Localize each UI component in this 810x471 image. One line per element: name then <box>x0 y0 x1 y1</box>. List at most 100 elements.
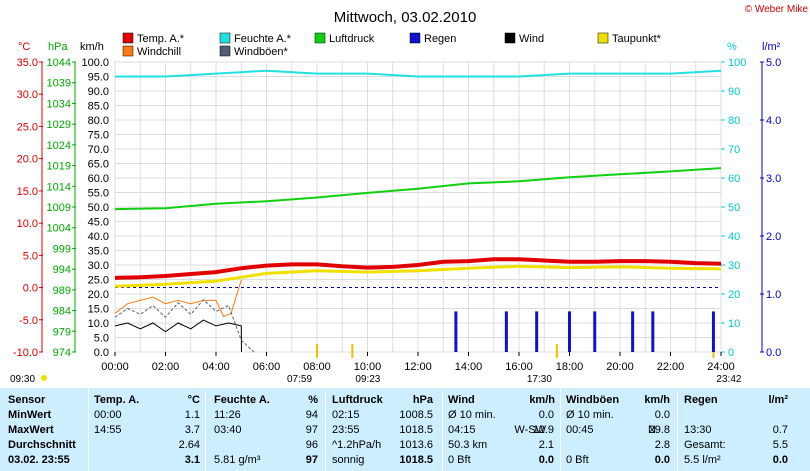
wind-tick-label: 95.0 <box>88 72 109 84</box>
legend-swatch <box>314 32 326 44</box>
legend-swatch <box>504 32 516 44</box>
pressure-tick-label: 1014 <box>47 181 71 193</box>
rain-bar <box>535 311 539 352</box>
temp-tick-label: 25.0 <box>17 121 38 133</box>
sun-event-label: 09:30 <box>10 374 35 385</box>
humidity-tick-label: 70 <box>728 144 740 156</box>
wind-tick-label: 100.0 <box>81 57 109 69</box>
table-cell: 2.8 <box>654 439 670 451</box>
table-cell: 2.64 <box>178 439 200 451</box>
temp-tick-label: 30.0 <box>17 89 38 101</box>
table-cell: 0.0 <box>538 409 554 421</box>
table-row-label: Durchschnitt <box>8 439 76 451</box>
table-cell: sonnig <box>332 454 365 466</box>
temp-tick-label: 20.0 <box>17 154 38 166</box>
x-tick-label: 16:00 <box>505 361 533 373</box>
axes: 35.0 30.0 25.0 20.0 15.0 10.0 5.0 0.0 -5.0 -10.0 1… <box>10 41 781 385</box>
series-line-feuchtea <box>115 69 722 78</box>
rain-bar <box>711 311 715 352</box>
legend-label: Feuchte A.* <box>234 33 292 45</box>
humidity-tick-label: 90 <box>728 86 740 98</box>
wind-tick-label: 35.0 <box>88 246 109 258</box>
temp-tick-label: 35.0 <box>17 57 38 69</box>
table-cell: 1013.6 <box>399 439 433 451</box>
rain-tick-label: 4.0 <box>766 115 781 127</box>
table-cell: Gesamt: <box>684 439 726 451</box>
legend-label: Wind <box>519 33 544 45</box>
pressure-tick-label: 984 <box>53 306 71 318</box>
humidity-tick-label: 80 <box>728 115 740 127</box>
temp-tick-label: 5.0 <box>23 250 38 262</box>
wind-tick-label: 10.0 <box>88 318 109 330</box>
humidity-tick-label: 30 <box>728 260 740 272</box>
table-header-cell: Regen <box>684 394 718 406</box>
table-cell: 94 <box>305 409 318 421</box>
table-column-separator <box>325 388 326 471</box>
weather-chart: 35.0 30.0 25.0 20.0 15.0 10.0 5.0 0.0 -5.0 -10.0 1… <box>10 4 808 385</box>
x-tick-label: 12:00 <box>404 361 432 373</box>
rain-tick-label: 0.0 <box>766 347 781 359</box>
table-cell: 0 Bft <box>448 454 471 466</box>
table-cell: 3.1 <box>184 454 200 466</box>
table-header-cell: Temp. A. <box>94 394 140 406</box>
grid <box>114 61 722 353</box>
legend-label: Regen <box>424 33 456 45</box>
table-cell: 97 <box>305 424 318 436</box>
table-column-separator <box>88 388 89 471</box>
x-tick-label: 02:00 <box>152 361 180 373</box>
table-cell: 14:55 <box>94 424 122 436</box>
x-tick-label: 06:00 <box>253 361 281 373</box>
legend-swatch <box>122 45 134 57</box>
x-tick-label: 00:00 <box>101 361 129 373</box>
series <box>114 69 722 353</box>
legend: Temp. A.* Feuchte A.* Luftdruck Regen Wind Ta… <box>122 32 662 58</box>
x-tick-label: 18:00 <box>556 361 584 373</box>
rain-axis-title: l/m² <box>762 41 781 53</box>
table-cell: 04:15 <box>448 424 476 436</box>
legend-label: Luftdruck <box>329 33 375 45</box>
wind-tick-label: 20.0 <box>88 289 109 301</box>
table-cell: 50.3 km <box>448 439 488 451</box>
x-tick-label: 08:00 <box>303 361 331 373</box>
legend-label: Taupunkt* <box>612 33 662 45</box>
legend-label: Windchill <box>137 46 181 58</box>
table-cell: 0.0 <box>538 454 554 466</box>
wind-tick-label: 40.0 <box>88 231 109 243</box>
rain-tick-label: 3.0 <box>766 173 781 185</box>
table-cell: 23:55 <box>332 424 360 436</box>
x-tick-label: 20:00 <box>606 361 634 373</box>
table-cell: 02:15 <box>332 409 360 421</box>
x-tick-label: 14:00 <box>455 361 483 373</box>
wind-tick-label: 15.0 <box>88 304 109 316</box>
table-cell: 5.5 <box>772 439 788 451</box>
humidity-tick-label: 0 <box>728 347 734 359</box>
rain-bar <box>454 311 458 352</box>
table-row-label: 03.02. 23:55 <box>8 454 70 466</box>
stats-table: Sensor Temp. A. °C Feuchte A.% Luftdruck hPa W… <box>0 388 810 471</box>
table-cell: 1018.5 <box>399 454 433 466</box>
temp-tick-label: 0.0 <box>23 283 38 295</box>
humidity-tick-label: 20 <box>728 289 740 301</box>
pressure-tick-label: 1034 <box>47 98 71 110</box>
legend-swatch <box>122 32 134 44</box>
pressure-tick-label: 974 <box>53 347 71 359</box>
wind-tick-label: 30.0 <box>88 260 109 272</box>
wind-tick-label: 5.0 <box>94 333 109 345</box>
pressure-tick-label: 1019 <box>47 161 71 173</box>
humidity-tick-label: 40 <box>728 231 740 243</box>
humidity-axis-title: % <box>727 41 737 53</box>
table-cell: 1.1 <box>184 409 200 421</box>
sun-event-label: 23:42 <box>716 374 741 385</box>
humidity-tick-label: 10 <box>728 318 740 330</box>
wind-tick-label: 65.0 <box>88 159 109 171</box>
wind-tick-label: 45.0 <box>88 217 109 229</box>
humidity-tick-label: 50 <box>728 202 740 214</box>
x-tick-label: 10:00 <box>354 361 382 373</box>
temp-tick-label: -10.0 <box>13 347 38 359</box>
table-cell: 3.7 <box>184 424 200 436</box>
table-cell: 0.0 <box>654 454 670 466</box>
table-header-cell: hPa <box>412 394 433 406</box>
series-line-luftdruck <box>114 167 722 211</box>
table-cell: 97 <box>305 454 318 466</box>
legend-label: Windböen* <box>234 46 289 58</box>
